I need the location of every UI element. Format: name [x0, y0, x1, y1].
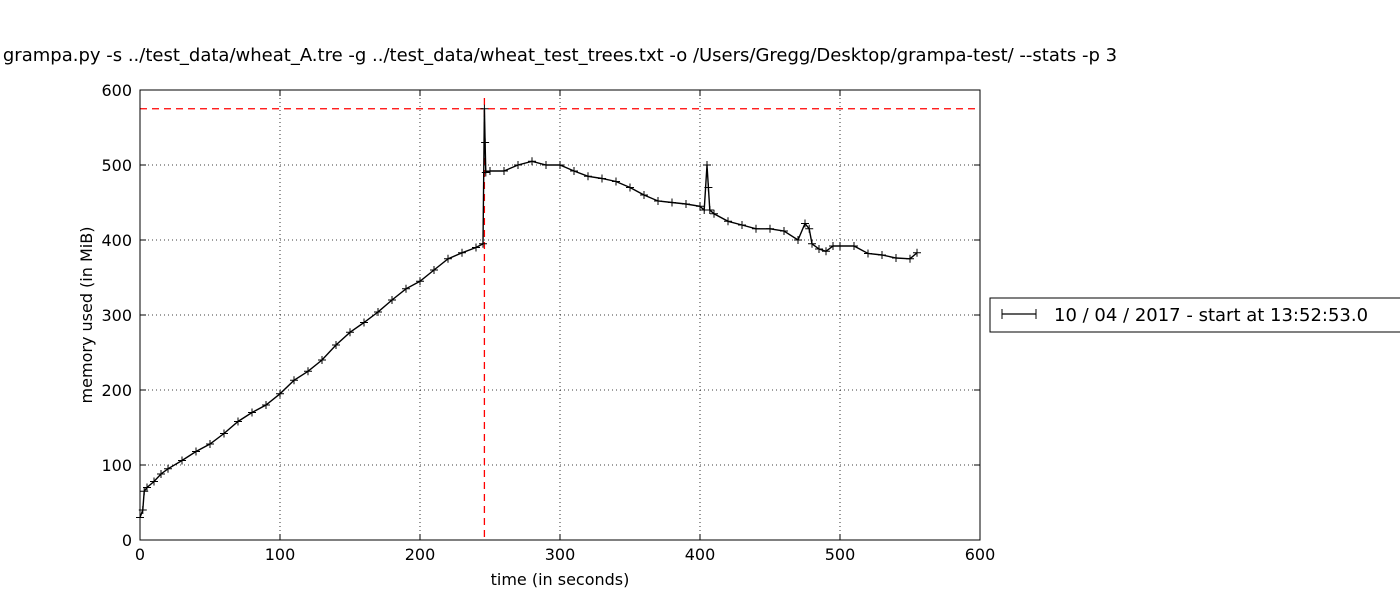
data-point — [570, 167, 578, 175]
data-point — [752, 224, 760, 233]
data-point — [234, 417, 242, 426]
y-tick-label: 300 — [101, 306, 132, 325]
data-point — [801, 219, 809, 228]
data-point — [458, 248, 466, 257]
data-point — [829, 242, 837, 250]
data-point — [815, 245, 823, 253]
x-tick-label: 200 — [405, 545, 436, 564]
legend-box — [989, 297, 1400, 333]
x-tick-label: 300 — [545, 545, 576, 564]
data-point — [626, 183, 634, 192]
x-ticks: 0 100 200 300 400 500 600 — [135, 90, 995, 564]
y-ticks: 0 100 200 300 400 500 600 — [101, 81, 980, 550]
data-point — [402, 284, 410, 293]
series-line — [139, 108, 918, 518]
data-point — [360, 318, 368, 327]
grid-lines — [139, 89, 981, 541]
y-tick-label: 500 — [101, 156, 132, 175]
data-point — [654, 197, 662, 205]
data-point — [704, 183, 713, 192]
data-point — [738, 221, 746, 229]
data-point — [500, 167, 508, 175]
data-point — [479, 239, 487, 248]
data-point — [892, 254, 900, 262]
y-tick-label: 200 — [101, 381, 132, 400]
data-point — [416, 277, 424, 286]
data-point — [388, 296, 396, 304]
data-point — [612, 177, 620, 186]
data-point — [805, 224, 814, 233]
x-tick-label: 0 — [135, 545, 145, 564]
data-point — [542, 161, 550, 169]
legend: 10 / 04 / 2017 - start at 13:52:53.0 — [989, 297, 1400, 333]
data-point — [668, 198, 676, 207]
data-point — [556, 161, 564, 169]
y-axis-label: memory used (in MiB) — [77, 227, 96, 404]
data-point — [332, 341, 340, 349]
data-point — [850, 242, 858, 250]
data-point — [304, 367, 312, 376]
data-point — [444, 254, 452, 263]
data-point — [705, 206, 714, 214]
data-point — [514, 161, 522, 169]
data-point — [178, 456, 186, 465]
x-tick-label: 500 — [825, 545, 856, 564]
data-point — [913, 248, 921, 257]
y-tick-label: 0 — [122, 531, 132, 550]
data-point — [710, 209, 718, 218]
y-tick-label: 100 — [101, 456, 132, 475]
data-point — [150, 477, 158, 486]
x-tick-label: 600 — [965, 545, 996, 564]
x-tick-label: 100 — [265, 545, 296, 564]
y-tick-label: 600 — [101, 81, 132, 100]
data-point — [598, 174, 606, 183]
data-point — [206, 440, 214, 448]
data-point — [640, 191, 648, 199]
data-point — [143, 483, 151, 492]
data-point — [480, 104, 489, 113]
data-point — [346, 328, 354, 337]
data-point — [528, 157, 536, 166]
x-axis-label: time (in seconds) — [491, 570, 630, 589]
data-point — [878, 251, 886, 259]
y-tick-label: 400 — [101, 231, 132, 250]
data-point — [472, 243, 480, 252]
data-point — [164, 464, 172, 473]
data-point — [682, 200, 690, 208]
data-point — [822, 247, 830, 256]
data-point — [766, 224, 774, 233]
data-point — [836, 242, 844, 250]
data-point — [808, 239, 816, 248]
data-point — [481, 138, 490, 147]
x-tick-label: 400 — [685, 545, 716, 564]
data-point — [157, 470, 165, 478]
data-point — [192, 447, 200, 456]
data-point — [248, 408, 256, 417]
data-point — [276, 389, 284, 398]
data-point — [780, 227, 788, 235]
data-point — [220, 429, 228, 438]
data-point — [430, 266, 438, 274]
data-point — [374, 308, 382, 316]
data-point — [318, 356, 326, 364]
chart-title: grampa.py -s ../test_data/wheat_A.tre -g… — [3, 45, 1117, 66]
data-point — [794, 236, 802, 244]
data-point — [584, 172, 592, 181]
data-point — [864, 249, 872, 258]
data-point — [696, 202, 704, 211]
data-series — [136, 104, 921, 522]
data-point — [481, 168, 490, 177]
legend-entry-label: 10 / 04 / 2017 - start at 13:52:53.0 — [1054, 305, 1368, 326]
data-point — [724, 217, 732, 226]
data-point — [703, 161, 711, 169]
data-point — [486, 167, 494, 175]
data-point — [906, 254, 914, 263]
data-point — [262, 401, 270, 409]
data-point — [290, 376, 298, 385]
